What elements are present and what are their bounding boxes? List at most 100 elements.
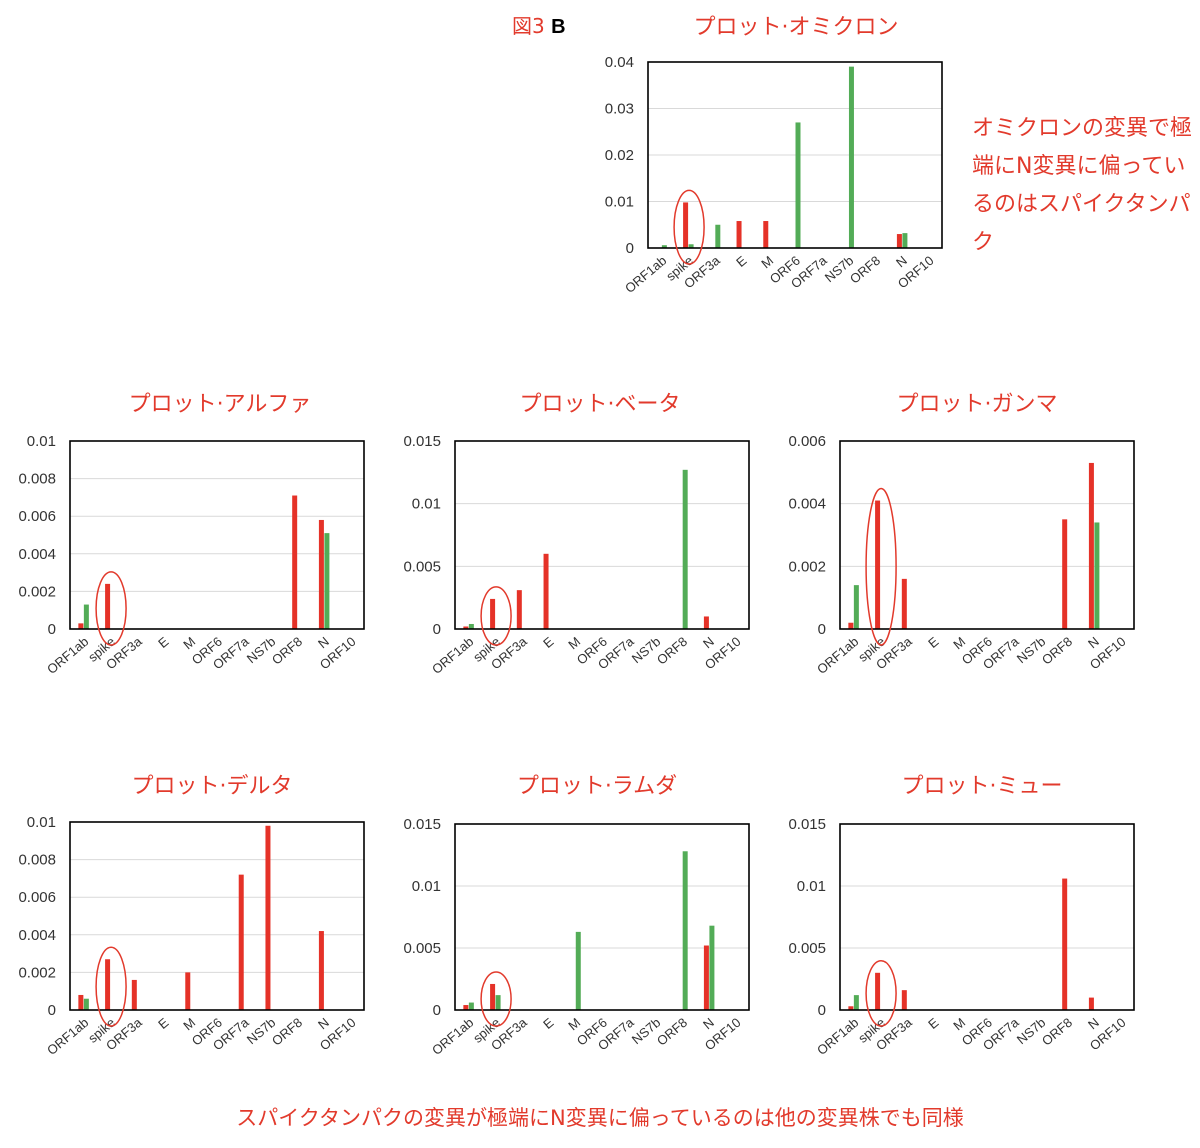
- bar-green-ORF1ab: [661, 245, 667, 248]
- figure-label-prefix: 図3: [512, 14, 545, 38]
- x-tick-label: ORF8: [847, 253, 883, 287]
- bar-green-spike: [688, 244, 694, 248]
- y-tick-label: 0: [433, 621, 441, 638]
- x-tick-label: ORF1ab: [44, 1015, 91, 1058]
- chart-delta: プロット·デルタ00.0020.0040.0060.0080.01ORF1abs…: [18, 774, 365, 1058]
- bar-green-NS7b: [848, 66, 854, 249]
- bar-red-spike: [490, 598, 496, 629]
- y-tick-label: 0.02: [605, 147, 634, 164]
- chart-alpha: プロット·アルファ 0 0.002 0.004 0.006 0.008 0.01 ORF1ab…: [18, 392, 365, 677]
- x-tick-label: E: [540, 634, 557, 651]
- y-tick-label: 0.01: [412, 496, 441, 513]
- y-tick-label: 0.002: [788, 558, 826, 575]
- x-tick-label: N: [315, 634, 332, 652]
- bar-red-spike: [105, 959, 111, 1010]
- highlight-ellipse: [673, 189, 705, 265]
- y-tick-label: 0.006: [18, 889, 56, 906]
- y-tick-label: 0.01: [605, 194, 634, 211]
- bar-green-N: [902, 233, 908, 248]
- highlight-ellipse: [480, 971, 512, 1027]
- y-tick-label: 0.01: [412, 878, 441, 895]
- y-tick-label: 0.006: [788, 433, 826, 450]
- bar-red-ORF3a: [516, 590, 522, 629]
- bar-red-ORF1ab: [848, 622, 854, 629]
- y-tick-label: 0: [626, 240, 634, 257]
- bar-red-N: [318, 519, 324, 629]
- chart-title: プロット·デルタ: [132, 774, 293, 799]
- plot-frame: [69, 440, 365, 630]
- x-tick-label: N: [893, 253, 910, 271]
- y-tick-label: 0: [818, 621, 826, 638]
- chart-title: プロット·ベータ: [520, 392, 681, 417]
- x-tick-label: ORF8: [654, 1015, 690, 1049]
- x-tick-label: ORF1ab: [429, 1015, 476, 1058]
- bar-red-NS7b: [265, 825, 271, 1010]
- bar-green-ORF8: [682, 851, 688, 1010]
- bar-red-spike: [490, 983, 496, 1010]
- chart-title: プロット·ミュー: [902, 774, 1063, 799]
- bar-red-ORF3a: [901, 578, 907, 629]
- plot-frame: [647, 61, 943, 249]
- bar-red-E: [543, 553, 549, 629]
- x-tick-label: ORF1ab: [814, 634, 861, 677]
- bar-red-ORF1ab: [848, 1006, 854, 1010]
- x-tick-label: ORF8: [269, 1015, 305, 1049]
- bar-green-ORF8: [682, 469, 688, 629]
- bar-red-E: [736, 221, 742, 248]
- bar-red-ORF1ab: [463, 626, 469, 629]
- chart-title: プロット·ラムダ: [517, 774, 677, 799]
- y-tick-label: 0.002: [18, 964, 56, 981]
- y-tick-label: 0.01: [797, 878, 826, 895]
- y-tick-label: 0.005: [403, 558, 441, 575]
- x-tick-label: ORF1ab: [429, 634, 476, 677]
- x-tick-label: ORF1ab: [44, 634, 91, 677]
- bar-red-ORF1ab: [78, 994, 84, 1010]
- y-tick-label: 0.002: [18, 583, 56, 600]
- highlight-ellipse: [95, 946, 127, 1027]
- x-tick-label: N: [315, 1015, 332, 1033]
- y-tick-label: 0: [818, 1002, 826, 1019]
- plot-frame: [454, 440, 750, 630]
- y-tick-label: 0.008: [18, 852, 56, 869]
- side-annotation: オミクロンの変異で極端にN変異に偏っているのはスパイクタンパク: [972, 116, 1193, 255]
- bar-green-ORF1ab: [468, 1002, 474, 1010]
- x-tick-label: N: [1085, 634, 1102, 652]
- y-tick-label: 0.03: [605, 101, 634, 118]
- y-tick-label: 0.004: [788, 496, 826, 513]
- bar-red-M: [763, 221, 769, 248]
- plot-frame: [454, 823, 750, 1011]
- bar-red-spike: [683, 202, 689, 248]
- bar-red-ORF8: [292, 495, 298, 629]
- plot-frame: [69, 821, 365, 1011]
- bar-red-ORF8: [1062, 519, 1068, 629]
- plot-frame: [839, 823, 1135, 1011]
- x-tick-label: E: [540, 1015, 557, 1032]
- y-tick-label: 0.004: [18, 927, 56, 944]
- bar-red-M: [185, 972, 191, 1010]
- plot-frame: [839, 440, 1135, 630]
- bar-green-M: [575, 931, 581, 1010]
- bar-red-N: [1088, 997, 1094, 1010]
- bar-green-ORF3a: [715, 224, 721, 248]
- y-tick-label: 0.008: [18, 471, 56, 488]
- x-tick-label: ORF8: [1039, 1015, 1075, 1049]
- y-tick-label: 0.015: [403, 433, 441, 450]
- bar-red-N: [318, 931, 324, 1010]
- bar-green-N: [324, 533, 330, 629]
- x-tick-label: ORF8: [269, 634, 305, 668]
- highlight-ellipse: [480, 586, 512, 646]
- x-tick-label: N: [1085, 1015, 1102, 1033]
- bar-red-N: [1088, 462, 1094, 629]
- chart-title: プロット·アルファ: [129, 392, 312, 417]
- y-tick-label: 0: [48, 621, 56, 638]
- bar-green-ORF1ab: [83, 998, 89, 1010]
- chart-omicron: プロット·オミクロン00.010.020.030.04ORF1abspikeOR…: [605, 15, 943, 296]
- x-tick-label: ORF8: [654, 634, 690, 668]
- bar-red-ORF7a: [238, 874, 244, 1010]
- highlight-ellipse: [865, 487, 897, 646]
- x-tick-label: ORF1ab: [622, 253, 669, 296]
- figure-label-letter: B: [551, 16, 566, 38]
- bar-red-spike: [105, 583, 111, 629]
